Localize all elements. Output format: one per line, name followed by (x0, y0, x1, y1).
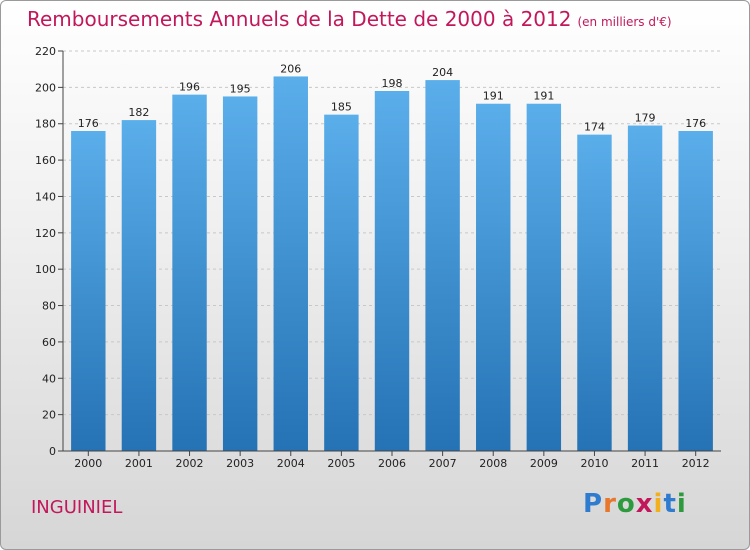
x-tick-label: 2012 (682, 457, 710, 470)
x-tick-label: 2008 (479, 457, 507, 470)
x-tick-label: 2010 (580, 457, 608, 470)
logo-letter: i (676, 489, 687, 519)
bar-2007 (425, 80, 460, 451)
data-label-2003: 195 (230, 82, 251, 95)
logo-letter: o (616, 489, 636, 519)
y-tick-label: 180 (35, 118, 56, 131)
logo-letter: P (583, 489, 604, 519)
bar-2004 (273, 76, 308, 452)
x-tick-label: 2002 (176, 457, 204, 470)
chart-subtitle: (en milliers d'€) (577, 15, 672, 29)
x-tick-label: 2011 (631, 457, 659, 470)
data-label-2008: 191 (483, 90, 504, 103)
data-label-2012: 176 (685, 117, 706, 130)
bar-2010 (577, 134, 612, 452)
x-tick-label: 2001 (125, 457, 153, 470)
data-label-2002: 196 (179, 81, 200, 94)
place-name: INGUINIEL (31, 497, 123, 518)
x-tick-label: 2000 (74, 457, 102, 470)
bar-2012 (678, 131, 713, 451)
logo-letter: i (653, 489, 664, 519)
y-tick-label: 200 (35, 81, 56, 94)
bar-2000 (71, 131, 106, 451)
data-label-2009: 191 (533, 90, 554, 103)
bars: 176 182 196 195 206 185 198 204 191 191 174 179 176 (71, 62, 713, 452)
data-label-2004: 206 (280, 62, 301, 75)
bar-2008 (476, 103, 511, 452)
bar-2006 (374, 91, 410, 451)
data-label-2001: 182 (128, 106, 149, 119)
data-label-2006: 198 (382, 77, 403, 90)
y-tick-label: 140 (35, 190, 56, 203)
bar-2011 (627, 125, 663, 451)
x-tick-label: 2003 (226, 457, 254, 470)
y-tick-label: 100 (35, 263, 56, 276)
data-label-2007: 204 (432, 66, 453, 79)
bar-2002 (172, 94, 207, 452)
data-label-2005: 185 (331, 101, 352, 114)
logo-letter: r (603, 489, 617, 519)
data-label-2011: 179 (635, 112, 656, 125)
bar-2003 (222, 96, 258, 452)
y-tick-label: 40 (42, 372, 56, 385)
y-tick-label: 20 (42, 409, 56, 422)
x-tick-label: 2009 (530, 457, 558, 470)
bar-2005 (324, 114, 359, 452)
chart-title: Remboursements Annuels de la Dette de 20… (27, 7, 672, 31)
y-tick-label: 120 (35, 227, 56, 240)
x-axis: 2000 2001 2002 2003 2004 2005 2006 2007 2008 2009… (63, 450, 721, 470)
y-tick-label: 160 (35, 154, 56, 167)
logo-letter: t (663, 489, 677, 519)
x-tick-label: 2006 (378, 457, 406, 470)
data-label-2000: 176 (78, 117, 99, 130)
data-label-2010: 174 (584, 121, 605, 134)
y-tick-label: 220 (35, 45, 56, 58)
x-tick-label: 2007 (429, 457, 457, 470)
title-text: Remboursements Annuels de la Dette de 20… (27, 7, 572, 31)
proxiti-logo: Proxiti (583, 489, 687, 519)
y-tick-label: 0 (49, 445, 56, 458)
y-tick-label: 60 (42, 336, 56, 349)
x-tick-label: 2004 (277, 457, 305, 470)
logo-letter: x (635, 489, 654, 519)
y-tick-label: 80 (42, 300, 56, 313)
bar-2009 (526, 103, 562, 452)
x-tick-label: 2005 (327, 457, 355, 470)
y-axis: 0 20 40 60 80 100 120 140 160 180 200 220 (35, 45, 64, 458)
bar-2001 (121, 120, 157, 451)
